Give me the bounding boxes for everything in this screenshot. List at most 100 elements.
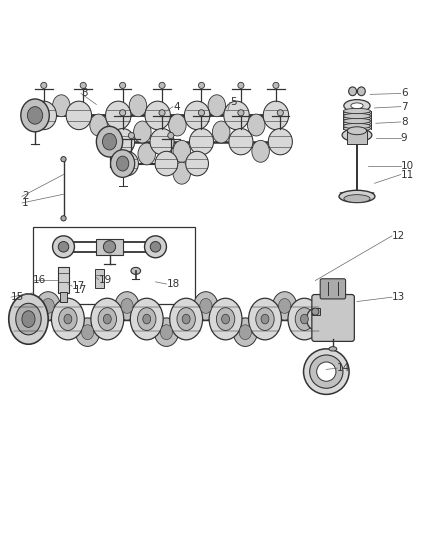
Ellipse shape [222, 314, 230, 324]
Ellipse shape [173, 162, 191, 184]
Ellipse shape [143, 314, 151, 324]
Circle shape [80, 82, 86, 88]
Bar [347, 131, 367, 144]
Bar [58, 266, 69, 293]
Ellipse shape [224, 101, 249, 130]
Ellipse shape [349, 87, 357, 96]
Text: 14: 14 [337, 363, 350, 373]
Ellipse shape [160, 325, 173, 340]
Circle shape [304, 349, 349, 394]
Text: 13: 13 [392, 292, 405, 302]
Ellipse shape [343, 111, 371, 116]
Ellipse shape [272, 292, 297, 320]
Ellipse shape [233, 318, 258, 346]
Ellipse shape [357, 87, 365, 96]
Text: 9: 9 [401, 133, 407, 143]
Circle shape [310, 355, 343, 388]
Ellipse shape [145, 101, 170, 130]
Ellipse shape [343, 118, 371, 124]
Ellipse shape [239, 325, 251, 340]
Text: 1: 1 [22, 198, 28, 208]
Ellipse shape [52, 298, 84, 340]
Ellipse shape [116, 151, 138, 176]
Circle shape [159, 82, 165, 88]
Circle shape [168, 133, 174, 139]
Ellipse shape [261, 314, 269, 324]
Ellipse shape [131, 298, 163, 340]
Ellipse shape [177, 308, 195, 330]
Ellipse shape [12, 298, 45, 340]
Text: 16: 16 [33, 274, 46, 285]
Ellipse shape [190, 128, 214, 155]
Ellipse shape [256, 308, 274, 330]
Ellipse shape [247, 114, 265, 136]
Ellipse shape [36, 292, 60, 320]
Bar [96, 239, 123, 255]
Ellipse shape [31, 101, 57, 130]
Text: 17: 17 [74, 285, 87, 295]
Ellipse shape [343, 121, 371, 126]
Ellipse shape [129, 95, 147, 117]
Text: 10: 10 [401, 161, 414, 171]
Circle shape [120, 110, 126, 116]
Ellipse shape [173, 140, 191, 162]
Ellipse shape [53, 95, 70, 117]
Ellipse shape [252, 140, 269, 162]
Ellipse shape [194, 292, 218, 320]
Ellipse shape [343, 116, 371, 121]
Circle shape [238, 82, 244, 88]
Circle shape [317, 362, 336, 381]
Ellipse shape [9, 294, 48, 344]
Text: 15: 15 [11, 292, 24, 302]
Ellipse shape [22, 311, 35, 327]
Ellipse shape [103, 314, 111, 324]
Ellipse shape [339, 190, 375, 203]
Ellipse shape [96, 126, 123, 157]
Circle shape [150, 241, 161, 252]
Ellipse shape [208, 95, 226, 117]
Ellipse shape [186, 151, 208, 176]
Text: 8: 8 [401, 117, 407, 127]
Ellipse shape [25, 314, 32, 324]
Ellipse shape [307, 308, 324, 330]
Ellipse shape [110, 128, 135, 155]
Ellipse shape [150, 128, 174, 155]
Bar [33, 227, 195, 304]
Bar [95, 269, 104, 288]
Ellipse shape [27, 107, 42, 124]
Ellipse shape [351, 103, 363, 109]
Circle shape [128, 133, 134, 139]
Ellipse shape [138, 308, 156, 330]
Text: 18: 18 [166, 279, 180, 289]
Ellipse shape [343, 126, 371, 131]
Circle shape [61, 157, 66, 162]
Ellipse shape [21, 99, 49, 132]
Circle shape [238, 110, 244, 116]
Text: 11: 11 [401, 169, 414, 180]
Ellipse shape [288, 298, 321, 340]
Text: 5: 5 [230, 97, 237, 107]
Ellipse shape [91, 298, 124, 340]
Ellipse shape [134, 121, 151, 143]
Ellipse shape [169, 114, 186, 136]
Ellipse shape [279, 298, 291, 313]
Ellipse shape [64, 314, 72, 324]
Ellipse shape [121, 298, 133, 313]
Text: 19: 19 [99, 274, 112, 285]
Text: 3: 3 [81, 88, 88, 99]
Ellipse shape [19, 308, 38, 330]
Ellipse shape [200, 298, 212, 313]
Ellipse shape [117, 156, 129, 171]
Ellipse shape [184, 101, 210, 130]
Text: 2: 2 [22, 191, 28, 201]
Text: 4: 4 [173, 102, 180, 111]
Ellipse shape [102, 133, 117, 150]
Polygon shape [345, 111, 369, 128]
Text: 6: 6 [401, 88, 407, 99]
Text: 12: 12 [392, 231, 405, 241]
Circle shape [277, 110, 283, 116]
Ellipse shape [249, 298, 281, 340]
Ellipse shape [229, 128, 253, 155]
Circle shape [198, 110, 205, 116]
Circle shape [145, 236, 166, 258]
